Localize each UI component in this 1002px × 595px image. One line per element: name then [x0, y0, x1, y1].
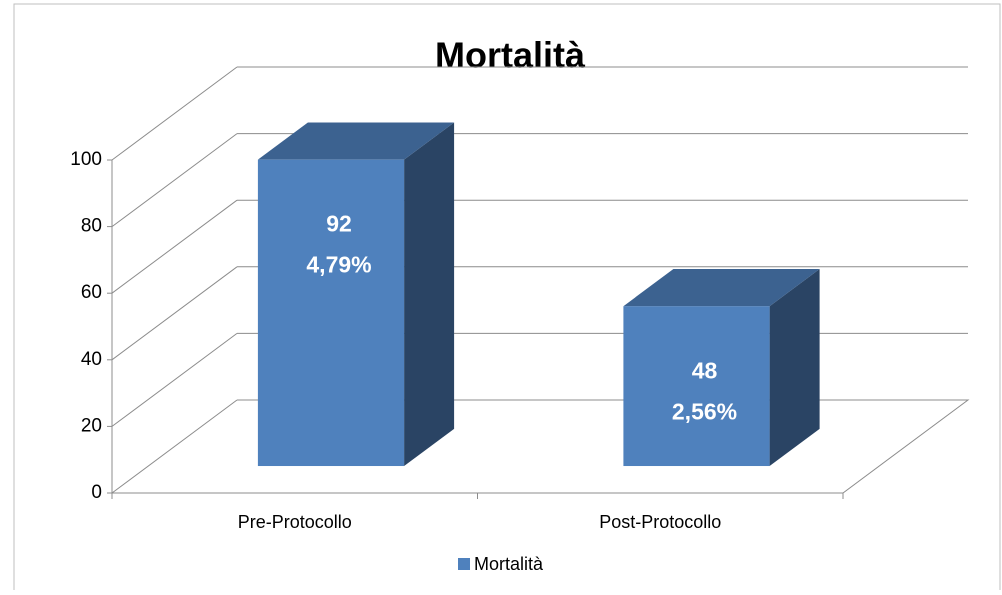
- percentage-label: 4,79%: [306, 252, 371, 278]
- bar-top: [623, 268, 820, 307]
- legend-swatch: [458, 558, 470, 570]
- percentage-label: 2,56%: [672, 398, 737, 424]
- y-tick-label: 40: [81, 349, 102, 370]
- grid-line: [111, 133, 238, 228]
- legend-label: Mortalità: [474, 554, 544, 574]
- y-tick-label: 0: [91, 482, 102, 503]
- bar-side: [404, 122, 455, 467]
- y-tick-label: 20: [81, 415, 102, 436]
- x-tick-label: Post-Protocollo: [599, 512, 721, 532]
- y-tick-label: 100: [70, 149, 102, 170]
- grid-line: [111, 332, 238, 427]
- data-label: 48: [692, 357, 718, 383]
- grid-line: [111, 66, 238, 161]
- frame: [13, 3, 1001, 595]
- bar-side: [769, 268, 820, 467]
- floor: [112, 399, 970, 494]
- data-label: 92: [326, 211, 352, 237]
- x-tick-label: Pre-Protocollo: [238, 512, 352, 532]
- bar: [623, 306, 770, 467]
- bar: [257, 159, 405, 467]
- grid-line: [111, 399, 238, 494]
- y-tick-label: 80: [81, 216, 102, 237]
- grid-line: [111, 199, 238, 294]
- bar-top: [257, 122, 455, 160]
- chart-title: Mortalità: [435, 35, 586, 76]
- grid-line: [111, 266, 238, 361]
- y-tick-label: 60: [81, 282, 102, 303]
